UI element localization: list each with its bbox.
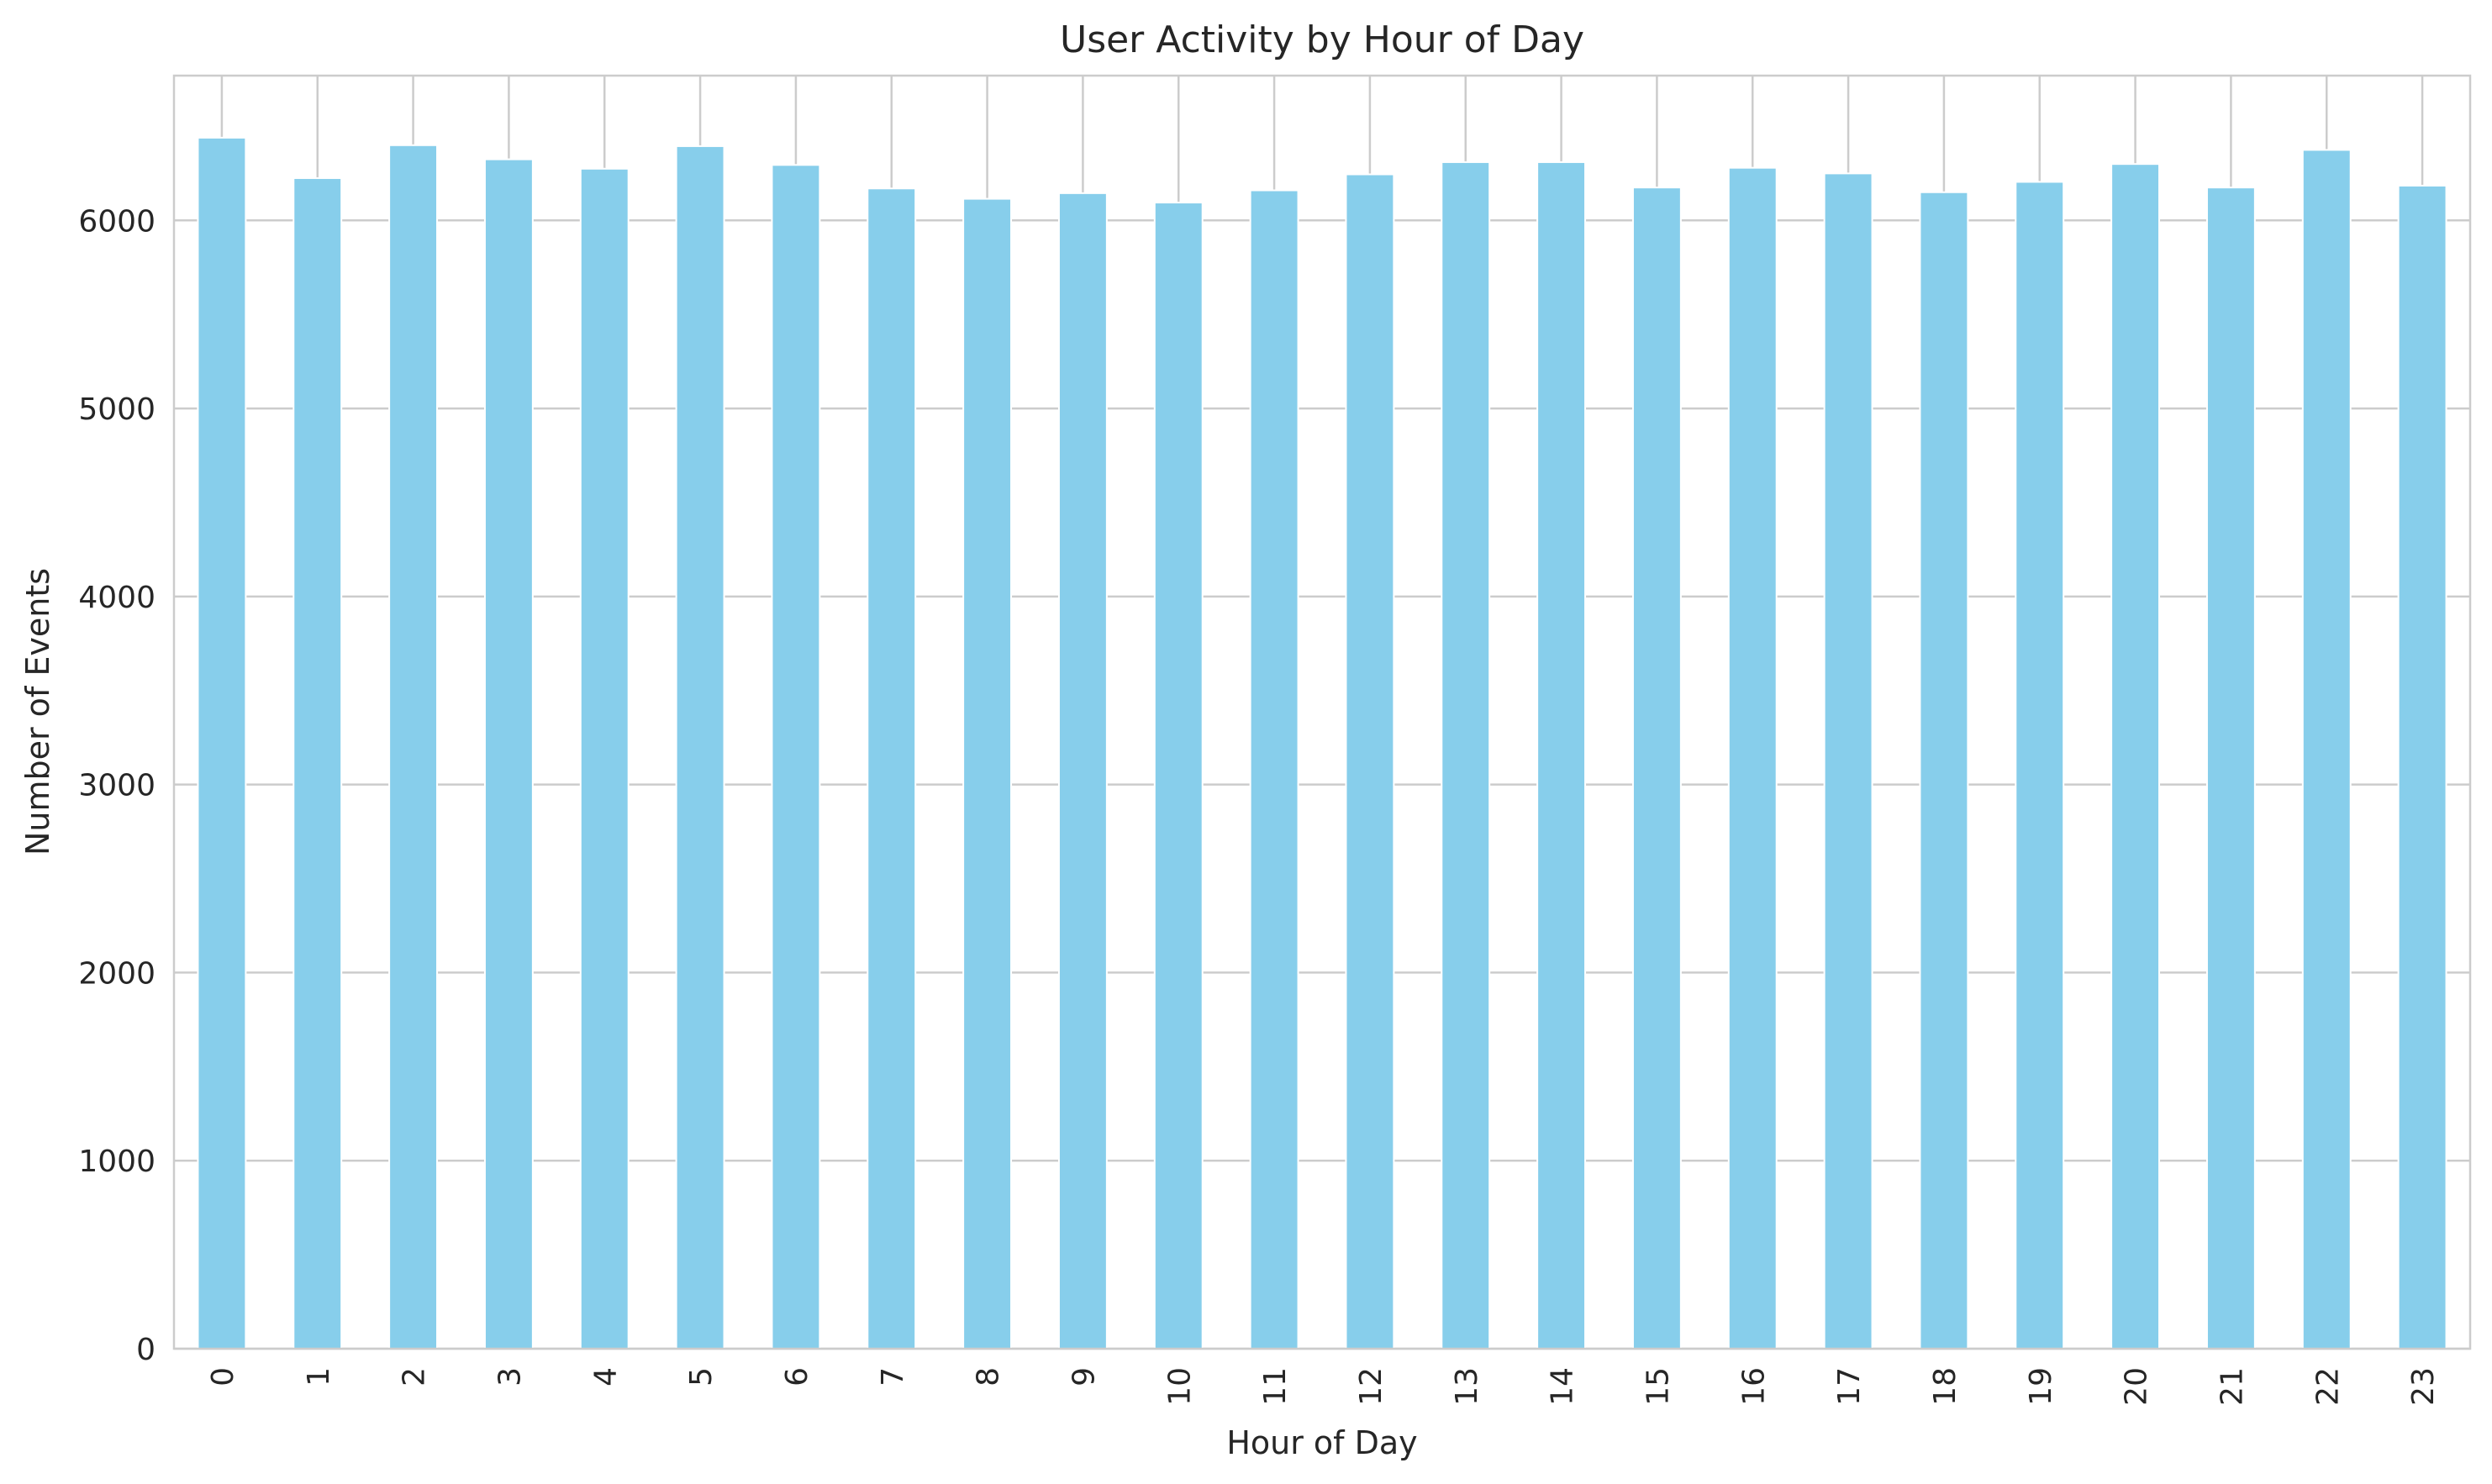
bar-hour-13 [1441,161,1491,1350]
bar-hour-10 [1153,202,1204,1350]
bar-hour-16 [1727,166,1778,1350]
x-tick-label: 2 [398,1367,432,1387]
bar-hour-8 [962,197,1013,1350]
x-tick-label: 4 [588,1367,623,1387]
bar-hour-9 [1057,192,1108,1350]
x-tick-label: 12 [1354,1367,1388,1406]
x-axis-label: Hour of Day [1226,1424,1417,1461]
bar-hour-11 [1249,189,1299,1350]
chart-title: User Activity by Hour of Day [1060,18,1584,61]
bar-hour-12 [1345,173,1395,1350]
bars [197,136,2447,1350]
y-tick-label: 6000 [78,204,155,239]
x-tick-label: 8 [972,1367,1006,1387]
bar-hour-7 [867,187,917,1350]
bar-hour-4 [579,167,630,1350]
x-tick-label: 3 [493,1367,527,1387]
bar-hour-19 [2015,181,2065,1350]
y-tick-label: 1000 [78,1145,155,1179]
bar-hour-15 [1631,187,1682,1350]
x-tick-label: 7 [876,1367,910,1387]
y-tick-label: 2000 [78,956,155,991]
y-tick-label: 0 [136,1333,155,1367]
x-tick-label: 21 [2215,1367,2249,1406]
bar-hour-2 [388,144,439,1350]
bar-hour-3 [483,158,534,1350]
x-tick-label: 0 [206,1367,240,1387]
bar-hour-14 [1536,161,1587,1350]
x-tick-label: 11 [1258,1367,1293,1406]
x-tick-label: 18 [1928,1367,1963,1406]
bar-hour-0 [197,136,247,1350]
x-tick-label: 19 [2024,1367,2058,1406]
y-axis-label: Number of Events [19,568,56,855]
x-tick-label: 9 [1067,1367,1101,1387]
plot-frame [172,74,2472,1350]
bar-hour-18 [1919,191,1969,1350]
bar-hour-20 [2110,163,2161,1350]
bar-hour-22 [2301,149,2352,1350]
bar-hour-5 [675,145,725,1350]
x-tick-labels: 0 1 2 3 4 5 6 7 8 9 10 11 12 13 14 15 16 17 18 19 20 21 22 23 [206,1367,2441,1406]
y-tick-labels: 0 1000 2000 3000 4000 5000 6000 [78,204,155,1367]
bar-hour-23 [2397,184,2447,1350]
y-tick-label: 5000 [78,392,155,427]
bar-hour-1 [292,176,343,1350]
x-tick-label: 16 [1736,1367,1771,1406]
bar-hour-21 [2205,187,2256,1350]
y-tick-label: 3000 [78,769,155,803]
x-tick-label: 1 [302,1367,336,1387]
x-tick-label: 23 [2406,1367,2441,1406]
bar-hour-6 [771,164,821,1350]
x-tick-label: 5 [684,1367,719,1387]
x-tick-label: 10 [1162,1367,1197,1406]
x-tick-label: 13 [1450,1367,1484,1406]
x-tick-label: 15 [1641,1367,1675,1406]
x-tick-label: 14 [1546,1367,1580,1406]
x-tick-label: 17 [1832,1367,1867,1406]
bar-hour-17 [1823,172,1873,1350]
y-tick-label: 4000 [78,581,155,615]
x-tick-label: 20 [2120,1367,2154,1406]
x-tick-label: 22 [2310,1367,2345,1406]
x-tick-label: 6 [780,1367,814,1387]
